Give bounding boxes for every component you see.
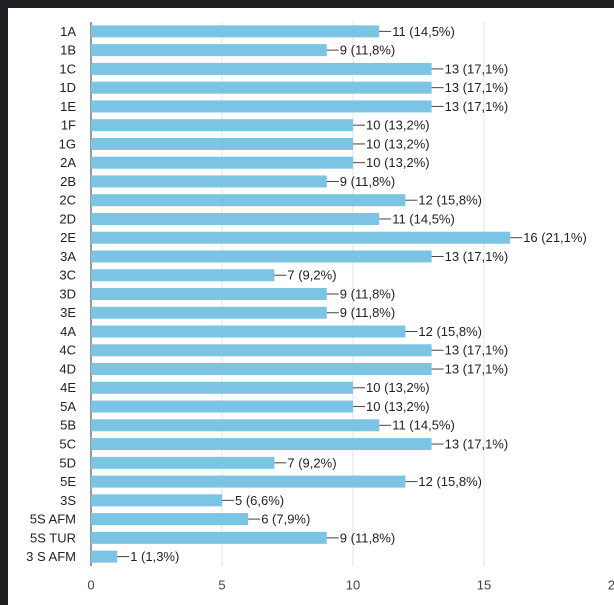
bar [91,156,353,169]
y-tick-label: 2A [60,155,76,170]
bar [91,381,353,394]
x-tick-label: 5 [218,577,225,592]
y-tick-label: 4A [60,324,76,339]
value-label: 9 (11,8%) [340,174,395,189]
bar [91,288,327,300]
bar [91,419,380,432]
y-tick-label: 3A [60,249,76,264]
value-label: 16 (21,1%) [523,230,587,245]
y-tick-label: 4C [59,343,76,358]
y-tick-label: 1F [61,118,76,133]
bar [91,25,380,38]
value-label: 7 (9,2%) [287,268,336,283]
value-label: 13 (17,1%) [445,61,509,76]
x-tick-label: 20 [608,577,614,592]
y-tick-label: 4D [59,361,76,376]
y-tick-label: 3S [60,493,76,508]
x-tick-label: 10 [346,577,360,592]
value-label: 10 (13,2%) [366,380,430,395]
y-tick-label: 3 S AFM [26,549,76,564]
bar [91,400,353,413]
bar [91,325,406,338]
value-label: 5 (6,6%) [235,493,284,508]
value-label: 13 (17,1%) [445,99,509,114]
value-label: 1 (1,3%) [130,549,179,564]
y-tick-label: 1E [60,99,76,114]
bar [91,119,353,132]
bar [91,494,222,507]
bar [91,81,432,94]
bar [91,212,380,225]
bar [91,269,275,282]
bar [91,513,249,526]
value-label: 13 (17,1%) [445,249,509,264]
y-tick-label: 5S TUR [30,530,76,545]
y-tick-label: 3D [59,286,76,301]
value-label: 12 (15,8%) [418,474,482,489]
bar [91,363,432,376]
bar [91,456,275,469]
value-label: 6 (7,9%) [261,512,310,527]
value-label: 12 (15,8%) [418,193,482,208]
y-tick-label: 1C [59,61,76,76]
value-label: 11 (14,5%) [392,24,455,39]
value-label: 12 (15,8%) [418,324,482,339]
y-tick-label: 5S AFM [30,512,76,527]
value-label: 9 (11,8%) [340,530,395,545]
value-label: 9 (11,8%) [340,286,395,301]
y-tick-label: 2D [59,211,76,226]
bar [91,344,432,357]
value-label: 10 (13,2%) [366,118,430,133]
bar [91,475,406,488]
y-tick-label: 5E [60,474,76,489]
y-tick-label: 2B [60,174,76,189]
y-tick-label: 1D [59,80,76,95]
bar [91,531,327,544]
y-tick-label: 5D [59,455,76,470]
y-tick-label: 5C [59,437,76,452]
value-label: 11 (14,5%) [392,211,455,226]
bar [91,44,327,57]
value-label: 10 (13,2%) [366,155,430,170]
bar [91,306,327,319]
y-tick-label: 2C [59,193,76,208]
y-tick-label: 3C [59,268,76,283]
bar [91,137,353,150]
value-label: 10 (13,2%) [366,399,430,414]
value-label: 10 (13,2%) [366,136,430,151]
y-tick-label: 4E [60,380,76,395]
value-label: 9 (11,8%) [340,305,395,320]
value-label: 7 (9,2%) [287,455,336,470]
bar [91,175,327,188]
value-label: 13 (17,1%) [445,343,509,358]
bar [91,62,432,75]
bar [91,231,511,244]
value-label: 13 (17,1%) [445,361,509,376]
bar [91,194,406,207]
bar [91,550,118,563]
bar [91,100,432,113]
value-label: 9 (11,8%) [340,43,395,58]
value-label: 11 (14,5%) [392,418,455,433]
y-tick-label: 3E [60,305,76,320]
value-label: 13 (17,1%) [445,80,509,95]
x-tick-label: 15 [477,577,491,592]
x-tick-label: 0 [87,577,94,592]
y-tick-label: 5A [60,399,76,414]
value-label: 13 (17,1%) [445,437,509,452]
bar [91,438,432,451]
y-tick-label: 1B [60,43,76,58]
y-tick-label: 1A [60,24,76,39]
y-tick-label: 2E [60,230,76,245]
bar [91,250,432,263]
y-tick-label: 1G [59,136,76,151]
y-tick-label: 5B [60,418,76,433]
